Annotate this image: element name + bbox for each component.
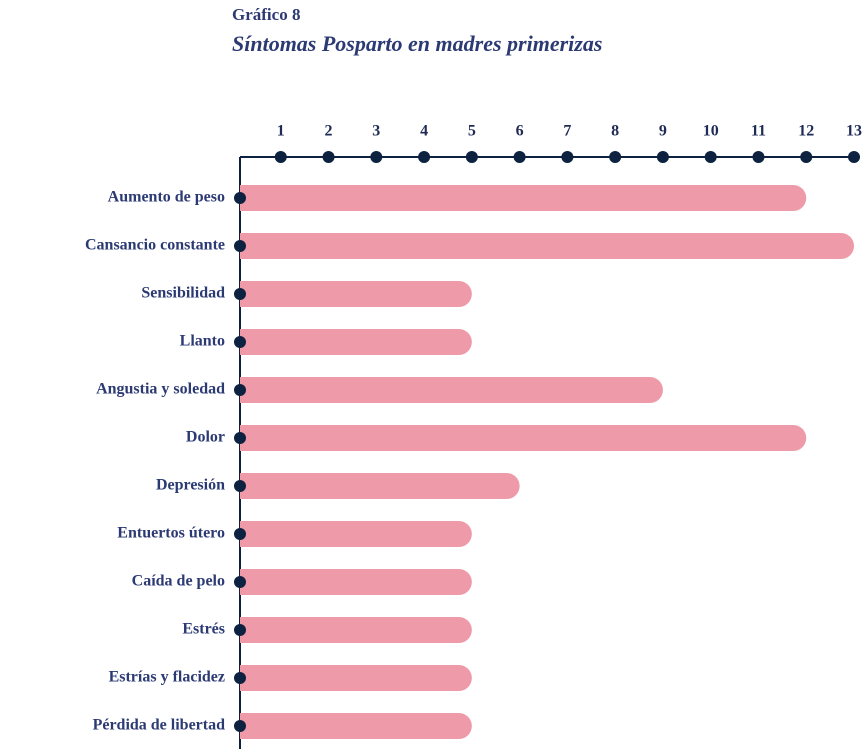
x-tick-label: 8	[611, 123, 619, 140]
x-tick-mark	[322, 151, 335, 163]
y-tick-label: Angustia y soledad	[96, 381, 225, 398]
row-dot	[234, 720, 246, 732]
x-tick-mark	[370, 151, 383, 163]
x-tick-mark	[609, 151, 622, 163]
row-dot	[234, 624, 246, 636]
chart-title: Gráfico 8	[232, 5, 300, 24]
x-tick-mark	[656, 151, 669, 163]
row-dot	[234, 240, 246, 252]
x-tick-mark	[752, 151, 765, 163]
row-dot	[234, 672, 246, 684]
y-tick-label: Dolor	[186, 429, 225, 446]
x-tick-label: 13	[846, 123, 862, 140]
bar	[240, 185, 807, 211]
x-tick-mark	[274, 151, 287, 163]
y-tick-label: Estrías y flacidez	[109, 669, 225, 686]
row-dot	[234, 336, 246, 348]
y-tick-label: Caída de pelo	[132, 573, 225, 590]
x-tick-label: 6	[516, 123, 524, 140]
x-tick-mark	[418, 151, 431, 163]
row-dot	[234, 480, 246, 492]
row-dot	[234, 432, 246, 444]
x-tick-mark	[513, 151, 526, 163]
x-tick-label: 3	[372, 123, 380, 140]
y-tick-label: Llanto	[180, 333, 225, 350]
bar	[240, 665, 472, 691]
x-tick-label: 9	[659, 123, 667, 140]
x-tick-label: 2	[325, 123, 333, 140]
x-tick-label: 7	[563, 123, 571, 140]
row-dot	[234, 528, 246, 540]
bar	[240, 713, 472, 739]
x-tick-label: 4	[420, 123, 428, 140]
row-dot	[234, 192, 246, 204]
bar	[240, 569, 472, 595]
y-tick-label: Depresión	[156, 477, 225, 494]
x-tick-label: 10	[703, 123, 719, 140]
bar	[240, 233, 854, 259]
chart-subtitle: Síntomas Posparto en madres primerizas	[232, 31, 602, 56]
x-tick-mark	[465, 151, 478, 163]
x-tick-mark	[800, 151, 813, 163]
row-dot	[234, 384, 246, 396]
y-tick-label: Estrés	[182, 621, 225, 638]
y-tick-label: Aumento de peso	[108, 189, 225, 206]
x-tick-mark	[848, 151, 860, 163]
bar	[240, 281, 472, 307]
x-tick-label: 12	[798, 123, 814, 140]
bar	[240, 617, 472, 643]
x-tick-mark	[704, 151, 717, 163]
row-dot	[234, 288, 246, 300]
bar	[240, 329, 472, 355]
y-tick-label: Sensibilidad	[141, 285, 225, 302]
x-tick-label: 5	[468, 123, 476, 140]
row-dot	[234, 576, 246, 588]
x-tick-label: 1	[277, 123, 285, 140]
bar	[240, 377, 663, 403]
y-tick-label: Pérdida de libertad	[93, 717, 226, 734]
x-tick-label: 11	[751, 123, 766, 140]
x-tick-mark	[561, 151, 574, 163]
y-tick-label: Entuertos útero	[117, 525, 225, 542]
bar	[240, 425, 807, 451]
bar	[240, 521, 472, 547]
bar	[240, 473, 520, 499]
y-tick-label: Cansancio constante	[85, 237, 225, 254]
